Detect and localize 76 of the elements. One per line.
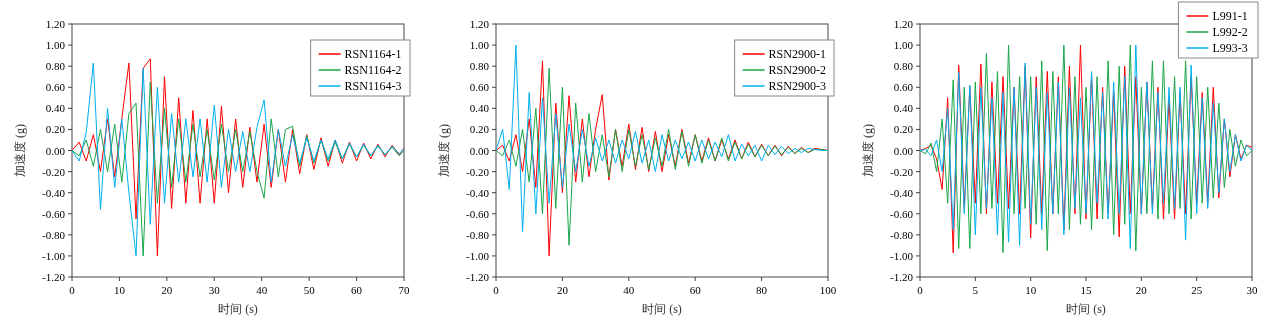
legend-label: L993-3	[1212, 41, 1248, 55]
y-tick-label: 0.80	[893, 60, 914, 73]
y-tick-label: 1.00	[893, 39, 914, 52]
x-tick-label: 40	[256, 284, 268, 296]
x-tick-label: 0	[69, 284, 76, 296]
y-tick-label: -0.80	[890, 228, 914, 241]
x-tick-label: 20	[1135, 284, 1148, 296]
y-tick-label: 0.40	[893, 102, 914, 115]
y-tick-label: 0.60	[45, 81, 66, 94]
legend-label: RSN2900-1	[768, 47, 826, 61]
y-tick-label: 0.60	[469, 81, 490, 94]
x-axis-title: 时间 (s)	[1066, 302, 1106, 316]
legend-label: L992-2	[1212, 25, 1248, 39]
y-tick-label: -0.60	[890, 207, 914, 220]
x-tick-label: 15	[1080, 284, 1092, 296]
x-tick-label: 10	[113, 284, 126, 296]
y-tick-label: -1.00	[42, 249, 66, 262]
legend-label: RSN2900-3	[768, 79, 826, 93]
y-tick-label: -0.60	[42, 207, 66, 220]
y-axis-title: 加速度 (g)	[13, 124, 27, 177]
x-tick-label: 70	[398, 284, 410, 296]
y-tick-label: 0.60	[893, 81, 914, 94]
y-tick-label: 1.20	[893, 18, 914, 30]
x-tick-label: 10	[1025, 284, 1037, 296]
y-tick-label: -0.20	[42, 165, 66, 178]
x-tick-label: 5	[972, 284, 979, 296]
legend-label: RSN1164-1	[344, 47, 402, 61]
y-tick-label: 1.00	[45, 39, 66, 52]
y-tick-label: -0.40	[466, 186, 490, 199]
y-tick-label: 1.20	[45, 18, 66, 30]
y-axis-title: 加速度 (g)	[437, 124, 451, 177]
y-tick-label: -0.40	[42, 186, 66, 199]
y-tick-label: 1.20	[469, 18, 490, 30]
y-tick-label: -0.80	[466, 228, 490, 241]
x-tick-label: 60	[351, 284, 363, 296]
y-tick-label: -0.20	[890, 165, 914, 178]
x-tick-label: 0	[917, 284, 924, 296]
legend-label: RSN2900-2	[768, 63, 826, 77]
y-tick-label: 0.20	[469, 123, 490, 136]
y-tick-label: -0.60	[466, 207, 490, 220]
y-tick-label: -0.40	[890, 186, 914, 199]
x-tick-label: 60	[689, 284, 702, 296]
x-axis-title: 时间 (s)	[642, 302, 682, 316]
x-tick-label: 25	[1191, 284, 1203, 296]
y-tick-label: 0.80	[469, 60, 490, 73]
y-tick-label: 0.00	[45, 144, 66, 157]
legend-label: RSN1164-2	[344, 63, 402, 77]
x-tick-label: 20	[556, 284, 569, 296]
y-tick-label: 0.80	[45, 60, 66, 73]
legend-label: RSN1164-3	[344, 79, 402, 93]
y-tick-label: 0.40	[469, 102, 490, 115]
y-axis-title: 加速度 (g)	[861, 124, 875, 177]
x-axis-title: 时间 (s)	[218, 302, 258, 316]
x-tick-label: 100	[819, 284, 837, 296]
y-tick-label: -1.00	[890, 249, 914, 262]
y-tick-label: -0.80	[42, 228, 66, 241]
y-tick-label: 0.00	[469, 144, 490, 157]
y-tick-label: -1.00	[466, 249, 490, 262]
x-tick-label: 30	[208, 284, 221, 296]
y-tick-label: 0.20	[893, 123, 914, 136]
y-tick-label: 1.00	[469, 39, 490, 52]
y-tick-label: -1.20	[42, 271, 66, 283]
line-series	[495, 44, 829, 233]
y-tick-label: 0.20	[45, 123, 66, 136]
y-tick-label: -1.20	[466, 271, 490, 283]
x-tick-label: 30	[1246, 284, 1258, 296]
y-tick-label: 0.40	[45, 102, 66, 115]
x-tick-label: 50	[303, 284, 316, 296]
legend-label: L991-1	[1212, 9, 1248, 23]
y-tick-label: -0.20	[466, 165, 490, 178]
x-tick-label: 80	[756, 284, 768, 296]
x-tick-label: 20	[161, 284, 173, 296]
y-tick-label: 0.00	[893, 144, 914, 157]
y-tick-label: -1.20	[890, 271, 914, 283]
x-tick-label: 40	[623, 284, 635, 296]
x-tick-label: 0	[493, 284, 500, 296]
